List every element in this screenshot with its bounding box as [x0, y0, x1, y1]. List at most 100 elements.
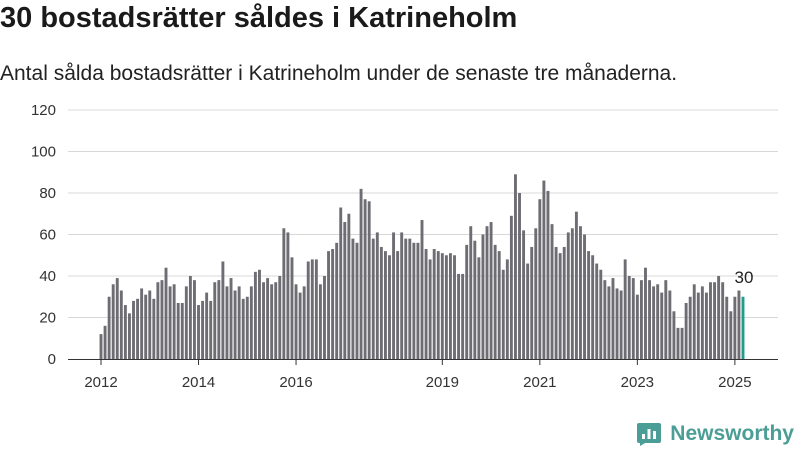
bar — [103, 325, 107, 359]
bar — [152, 298, 156, 359]
bar — [497, 251, 501, 359]
bar — [225, 286, 229, 359]
bar — [302, 286, 306, 359]
bar — [676, 327, 680, 359]
bar — [221, 261, 225, 359]
bar — [184, 286, 188, 359]
bar — [648, 280, 651, 359]
bar — [603, 280, 607, 359]
bar — [652, 286, 656, 359]
bar — [123, 305, 127, 359]
bar — [136, 298, 140, 359]
bar — [331, 249, 335, 359]
bar — [119, 290, 123, 359]
bar — [371, 238, 375, 359]
bar — [347, 213, 351, 359]
bar — [416, 242, 420, 359]
bar — [700, 286, 704, 359]
bar — [440, 253, 444, 359]
bar — [704, 292, 708, 359]
bar — [522, 230, 526, 359]
bar — [477, 257, 481, 359]
bar — [375, 232, 379, 359]
bar — [144, 294, 148, 359]
bar — [611, 278, 615, 359]
bar — [485, 226, 489, 359]
bar — [542, 180, 546, 359]
bar — [713, 282, 717, 359]
bar — [294, 284, 298, 359]
bar — [412, 242, 416, 359]
bar — [448, 253, 452, 359]
bar — [241, 298, 245, 359]
x-tick-label: 2021 — [523, 374, 556, 391]
bar-latest — [741, 296, 745, 359]
bar — [428, 259, 432, 359]
bar — [481, 234, 485, 359]
bar — [656, 284, 660, 359]
bar — [290, 257, 294, 359]
bar — [156, 282, 160, 359]
bar — [363, 199, 367, 359]
bar — [201, 300, 205, 359]
bar — [270, 284, 274, 359]
x-axis-ticks: 2012 2014 2016 2019 2021 2023 2025 — [84, 359, 752, 391]
bar — [172, 284, 176, 359]
bar — [237, 286, 241, 359]
bar — [579, 226, 582, 359]
bar — [160, 280, 164, 359]
bar — [323, 276, 326, 359]
bar — [253, 271, 257, 359]
bar — [355, 242, 359, 359]
bar — [591, 255, 595, 359]
y-tick-label: 100 — [31, 144, 56, 161]
bar — [595, 263, 599, 359]
bar — [587, 251, 591, 359]
bar — [213, 282, 217, 359]
bar — [197, 305, 200, 359]
bar — [420, 219, 424, 359]
bar — [721, 282, 725, 359]
bar — [424, 249, 428, 359]
bar — [351, 238, 355, 359]
bar — [607, 286, 611, 359]
x-tick-label: 2019 — [426, 374, 459, 391]
bar — [668, 290, 672, 359]
bar — [631, 278, 635, 359]
page-subtitle: Antal sålda bostadsrätter i Katrineholm … — [0, 62, 678, 85]
bar — [493, 244, 497, 359]
bar — [339, 207, 343, 359]
bar — [408, 238, 412, 359]
bar — [392, 232, 396, 359]
bar — [457, 273, 461, 359]
bars — [99, 174, 745, 359]
bar — [574, 211, 578, 359]
y-tick-label: 80 — [39, 185, 56, 202]
bar — [258, 269, 261, 359]
y-tick-label: 20 — [39, 310, 56, 327]
bar — [168, 286, 172, 359]
bar — [432, 249, 436, 359]
bar — [635, 294, 639, 359]
bar — [534, 228, 538, 359]
bar — [583, 234, 586, 359]
bar — [107, 296, 111, 359]
bar — [404, 238, 408, 359]
bar — [680, 327, 684, 359]
bar — [465, 244, 469, 359]
x-tick-label: 2023 — [621, 374, 654, 391]
bar — [737, 290, 741, 359]
bar — [193, 280, 196, 359]
bar — [229, 278, 233, 359]
bar — [644, 267, 647, 359]
bar — [509, 215, 513, 359]
bar — [725, 296, 729, 359]
bar — [558, 253, 562, 359]
bar — [217, 280, 221, 359]
bar — [436, 251, 440, 359]
bar — [717, 276, 721, 359]
bar — [396, 251, 400, 359]
bar — [343, 222, 347, 359]
bar — [140, 288, 144, 359]
bar — [367, 201, 371, 359]
